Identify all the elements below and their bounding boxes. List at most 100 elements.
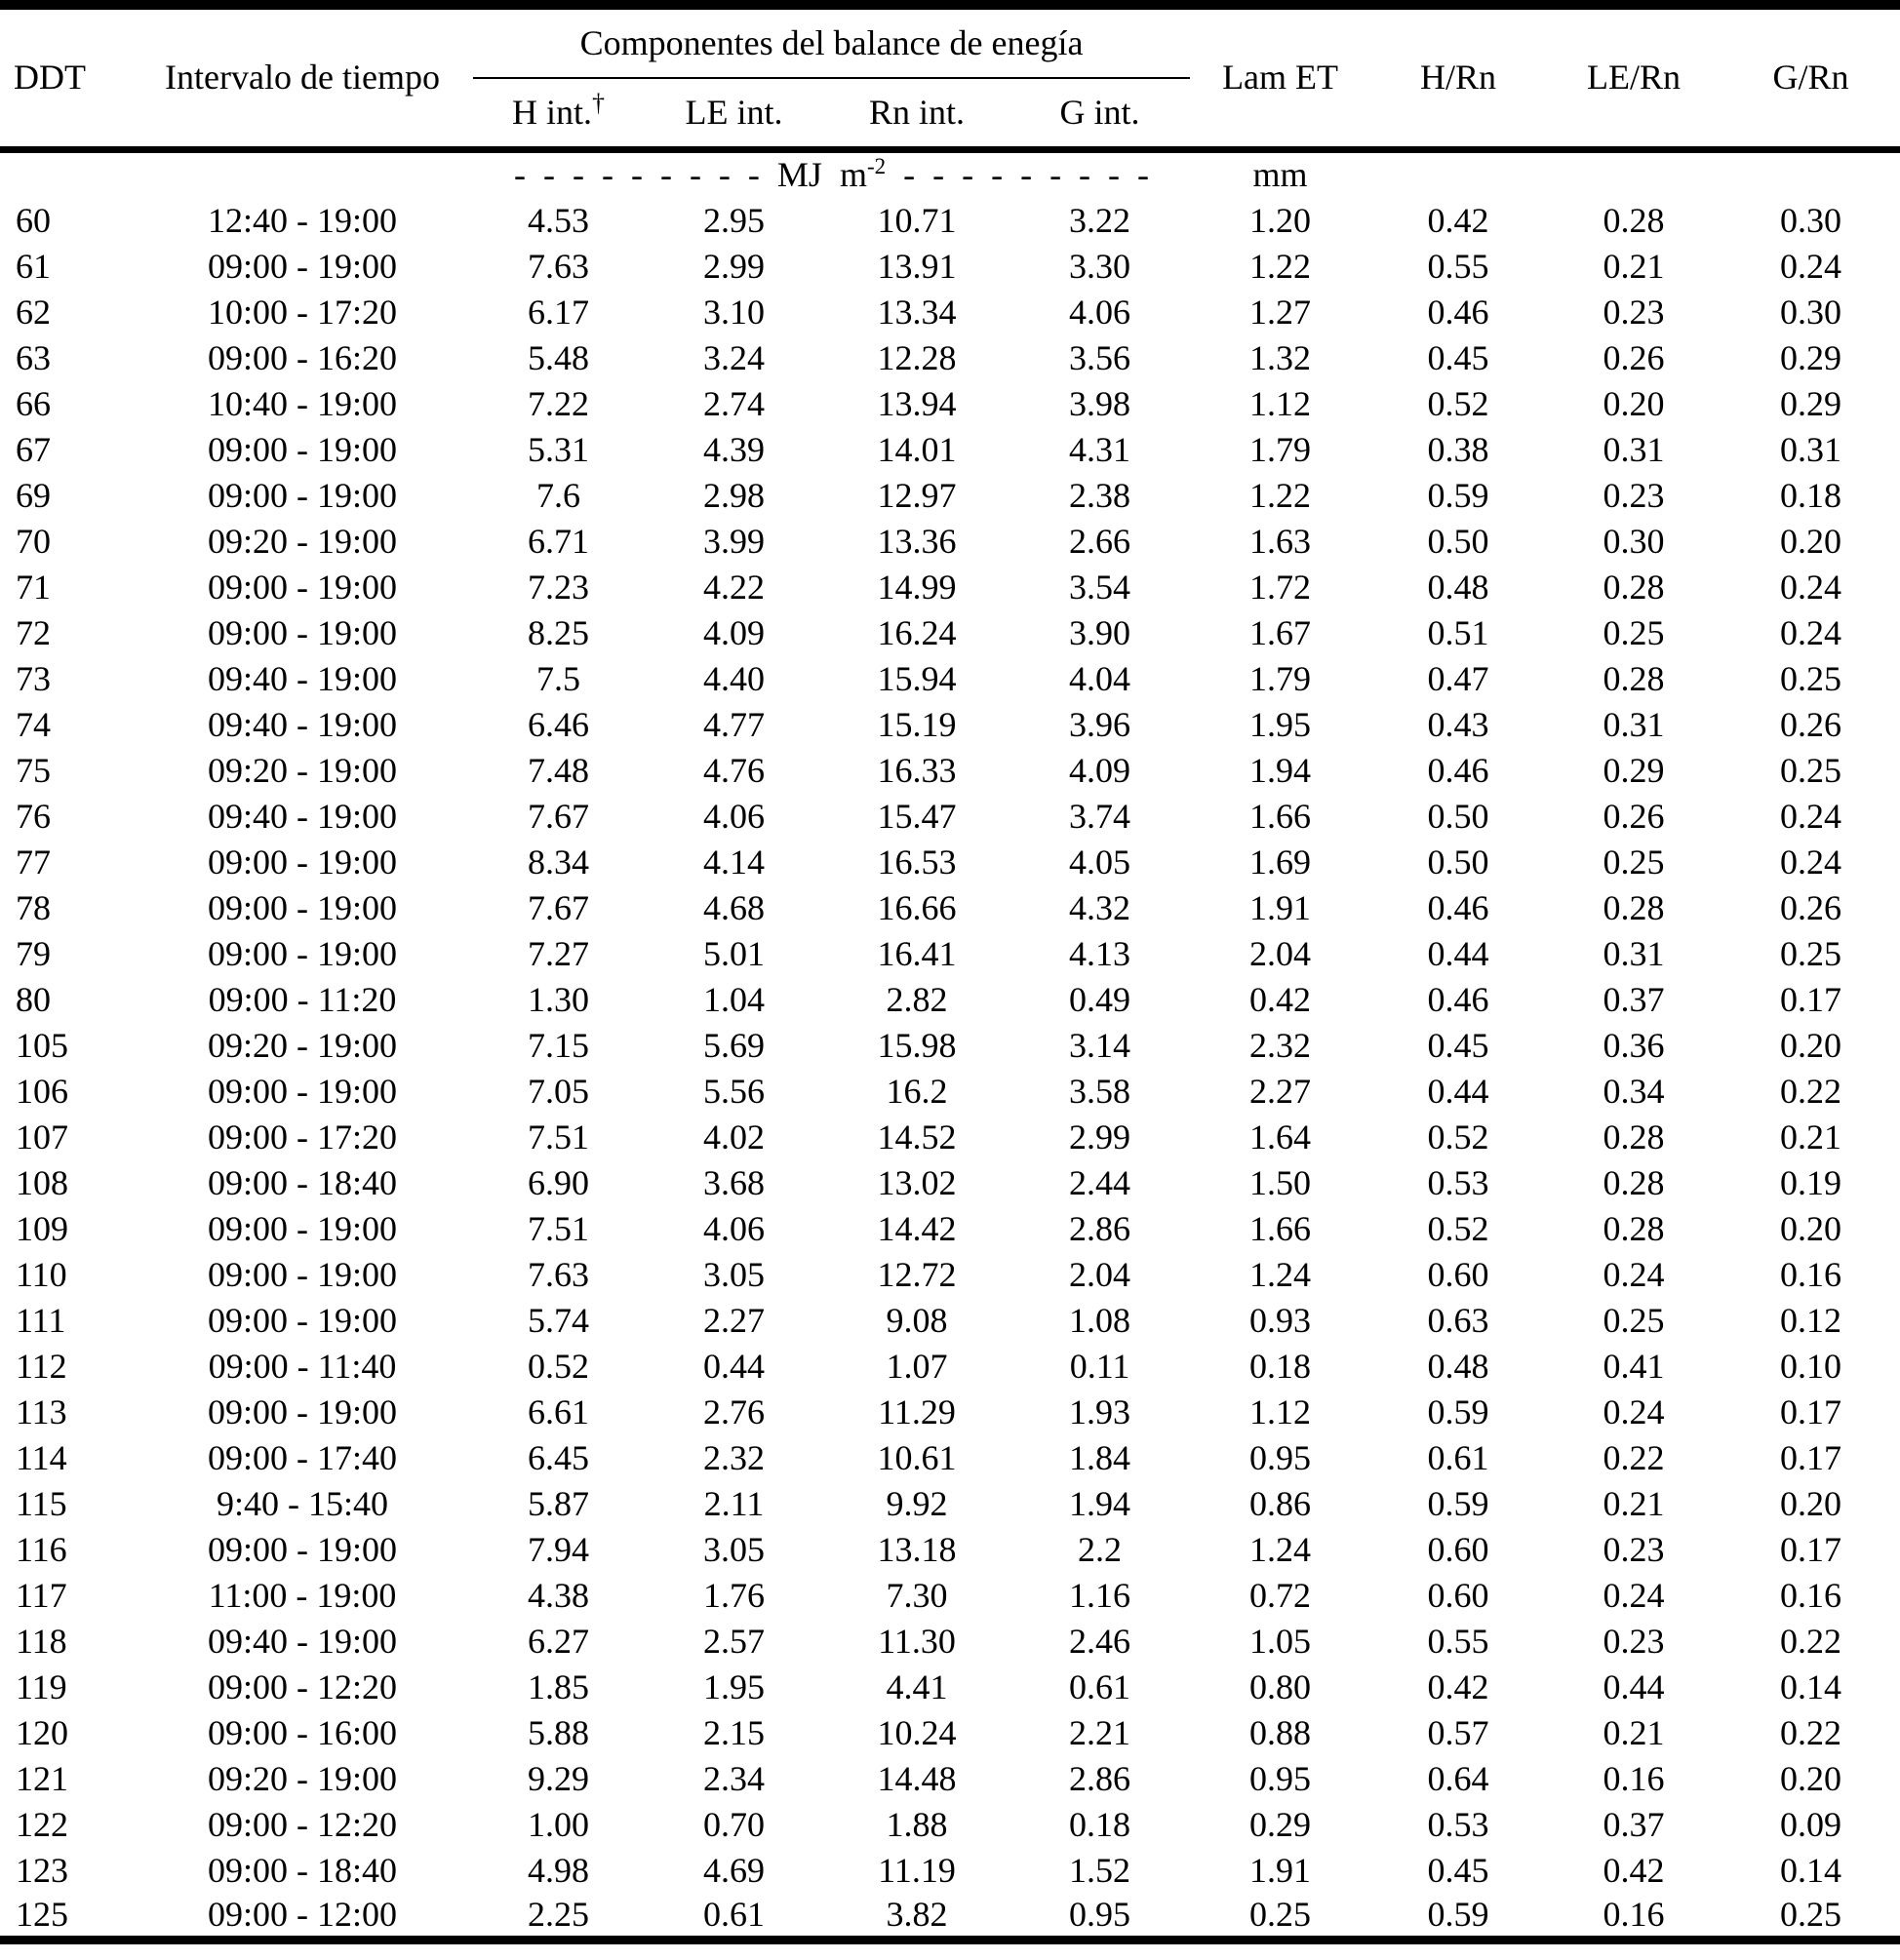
cell-interval: 09:00 - 16:00: [208, 1712, 397, 1752]
column-header-interval: Intervalo de tiempo: [132, 5, 473, 153]
cell-g-rn: 0.24: [1780, 612, 1842, 652]
cell-g-int: 2.44: [1069, 1162, 1131, 1202]
cell-h-rn: 0.44: [1427, 1071, 1489, 1111]
cell-ddt: 125: [16, 1894, 68, 1934]
cell-lam-et: 1.67: [1249, 612, 1312, 652]
cell-lam-et: 1.22: [1249, 475, 1312, 515]
cell-le-rn: 0.26: [1603, 796, 1665, 836]
cell-g-int: 1.84: [1069, 1437, 1131, 1477]
cell-g-rn: 0.25: [1780, 1894, 1842, 1934]
cell-g-int: 1.16: [1069, 1575, 1131, 1615]
cell-interval: 09:00 - 19:00: [208, 429, 397, 469]
cell-le-int: 5.56: [703, 1071, 765, 1111]
table-row: 111 09:00 - 19:00 5.74 2.27 9.08 1.08 0.93 0.63…: [0, 1298, 1900, 1344]
cell-lam-et: 0.18: [1249, 1346, 1312, 1386]
cell-g-rn: 0.22: [1780, 1071, 1842, 1111]
cell-le-rn: 0.25: [1603, 1300, 1665, 1340]
cell-g-rn: 0.31: [1780, 429, 1842, 469]
units-mm: mm: [1252, 155, 1308, 195]
cell-h-rn: 0.60: [1427, 1575, 1489, 1615]
cell-le-int: 2.99: [703, 246, 765, 286]
cell-g-rn: 0.19: [1780, 1162, 1842, 1202]
cell-le-rn: 0.36: [1603, 1025, 1665, 1065]
cell-rn-int: 13.18: [877, 1529, 957, 1569]
cell-interval: 09:00 - 12:20: [208, 1666, 397, 1706]
cell-lam-et: 0.42: [1249, 979, 1312, 1019]
cell-le-int: 4.02: [703, 1117, 765, 1156]
cell-g-rn: 0.21: [1780, 1117, 1842, 1156]
cell-interval: 09:40 - 19:00: [208, 796, 397, 836]
cell-lam-et: 1.27: [1249, 292, 1312, 332]
cell-h-rn: 0.55: [1427, 246, 1489, 286]
table-row: 72 09:00 - 19:00 8.25 4.09 16.24 3.90 1.67 0.51…: [0, 610, 1900, 656]
cell-interval: 11:00 - 19:00: [208, 1575, 397, 1615]
cell-h-rn: 0.43: [1427, 704, 1489, 744]
cell-h-rn: 0.46: [1427, 979, 1489, 1019]
cell-ddt: 80: [16, 979, 51, 1019]
cell-g-int: 2.38: [1069, 475, 1131, 515]
cell-rn-int: 15.47: [877, 796, 957, 836]
cell-interval: 09:40 - 19:00: [208, 704, 397, 744]
cell-rn-int: 14.48: [877, 1758, 957, 1798]
cell-le-rn: 0.31: [1603, 933, 1665, 973]
cell-h-int: 8.25: [528, 612, 589, 652]
cell-h-int: 7.63: [528, 246, 589, 286]
table-body: - - - - - - - - - MJ m-2 - - - - - - - -…: [0, 149, 1900, 1940]
cell-h-rn: 0.47: [1427, 658, 1489, 698]
cell-h-rn: 0.52: [1427, 1117, 1489, 1156]
cell-le-int: 4.77: [703, 704, 765, 744]
cell-ddt: 116: [16, 1529, 67, 1569]
cell-h-int: 7.05: [528, 1071, 589, 1111]
table-row: 118 09:40 - 19:00 6.27 2.57 11.30 2.46 1.05 0.5…: [0, 1619, 1900, 1665]
cell-g-rn: 0.20: [1780, 1758, 1842, 1798]
cell-le-rn: 0.23: [1603, 1529, 1665, 1569]
dagger-footnote-mark: †: [592, 88, 605, 117]
cell-g-int: 1.94: [1069, 1483, 1131, 1523]
cell-h-rn: 0.50: [1427, 796, 1489, 836]
cell-rn-int: 1.07: [886, 1346, 948, 1386]
cell-h-int: 7.67: [528, 887, 589, 927]
cell-le-int: 3.24: [703, 337, 765, 377]
table-row: 71 09:00 - 19:00 7.23 4.22 14.99 3.54 1.72 0.48…: [0, 565, 1900, 610]
cell-le-rn: 0.16: [1603, 1758, 1665, 1798]
cell-h-rn: 0.50: [1427, 521, 1489, 561]
table-row: 76 09:40 - 19:00 7.67 4.06 15.47 3.74 1.66 0.50…: [0, 794, 1900, 840]
cell-ddt: 77: [16, 842, 51, 882]
cell-interval: 09:00 - 19:00: [208, 1254, 397, 1294]
table-row: 73 09:40 - 19:00 7.5 4.40 15.94 4.04 1.79 0.47 0…: [0, 656, 1900, 702]
table-row: 67 09:00 - 19:00 5.31 4.39 14.01 4.31 1.79 0.38…: [0, 427, 1900, 473]
cell-g-int: 3.30: [1069, 246, 1131, 286]
cell-le-rn: 0.22: [1603, 1437, 1665, 1477]
cell-lam-et: 0.88: [1249, 1712, 1312, 1752]
cell-le-rn: 0.28: [1603, 1208, 1665, 1248]
cell-h-int: 5.74: [528, 1300, 589, 1340]
cell-h-rn: 0.48: [1427, 1346, 1489, 1386]
cell-le-rn: 0.23: [1603, 1621, 1665, 1661]
cell-g-rn: 0.17: [1780, 1529, 1842, 1569]
cell-g-rn: 0.25: [1780, 658, 1842, 698]
cell-lam-et: 0.29: [1249, 1804, 1312, 1844]
cell-ddt: 76: [16, 796, 51, 836]
cell-ddt: 70: [16, 521, 51, 561]
cell-le-rn: 0.24: [1603, 1575, 1665, 1615]
cell-interval: 09:00 - 19:00: [208, 612, 397, 652]
cell-lam-et: 1.72: [1249, 567, 1312, 607]
cell-le-rn: 0.16: [1603, 1894, 1665, 1934]
cell-g-int: 4.09: [1069, 750, 1131, 790]
cell-rn-int: 12.97: [877, 475, 957, 515]
table-row: 61 09:00 - 19:00 7.63 2.99 13.91 3.30 1.22 0.55…: [0, 244, 1900, 290]
cell-ddt: 62: [16, 292, 51, 332]
cell-g-int: 2.66: [1069, 521, 1131, 561]
cell-g-rn: 0.20: [1780, 521, 1842, 561]
cell-le-rn: 0.31: [1603, 704, 1665, 744]
cell-interval: 09:20 - 19:00: [208, 1025, 397, 1065]
cell-g-rn: 0.29: [1780, 383, 1842, 423]
cell-interval: 09:00 - 18:40: [208, 1162, 397, 1202]
cell-interval: 09:00 - 19:00: [208, 1208, 397, 1248]
cell-rn-int: 16.53: [877, 842, 957, 882]
cell-h-rn: 0.46: [1427, 887, 1489, 927]
table-row: 69 09:00 - 19:00 7.6 2.98 12.97 2.38 1.22 0.59 0…: [0, 473, 1900, 519]
cell-h-rn: 0.42: [1427, 1666, 1489, 1706]
cell-ddt: 60: [16, 200, 51, 240]
cell-le-int: 2.27: [703, 1300, 765, 1340]
